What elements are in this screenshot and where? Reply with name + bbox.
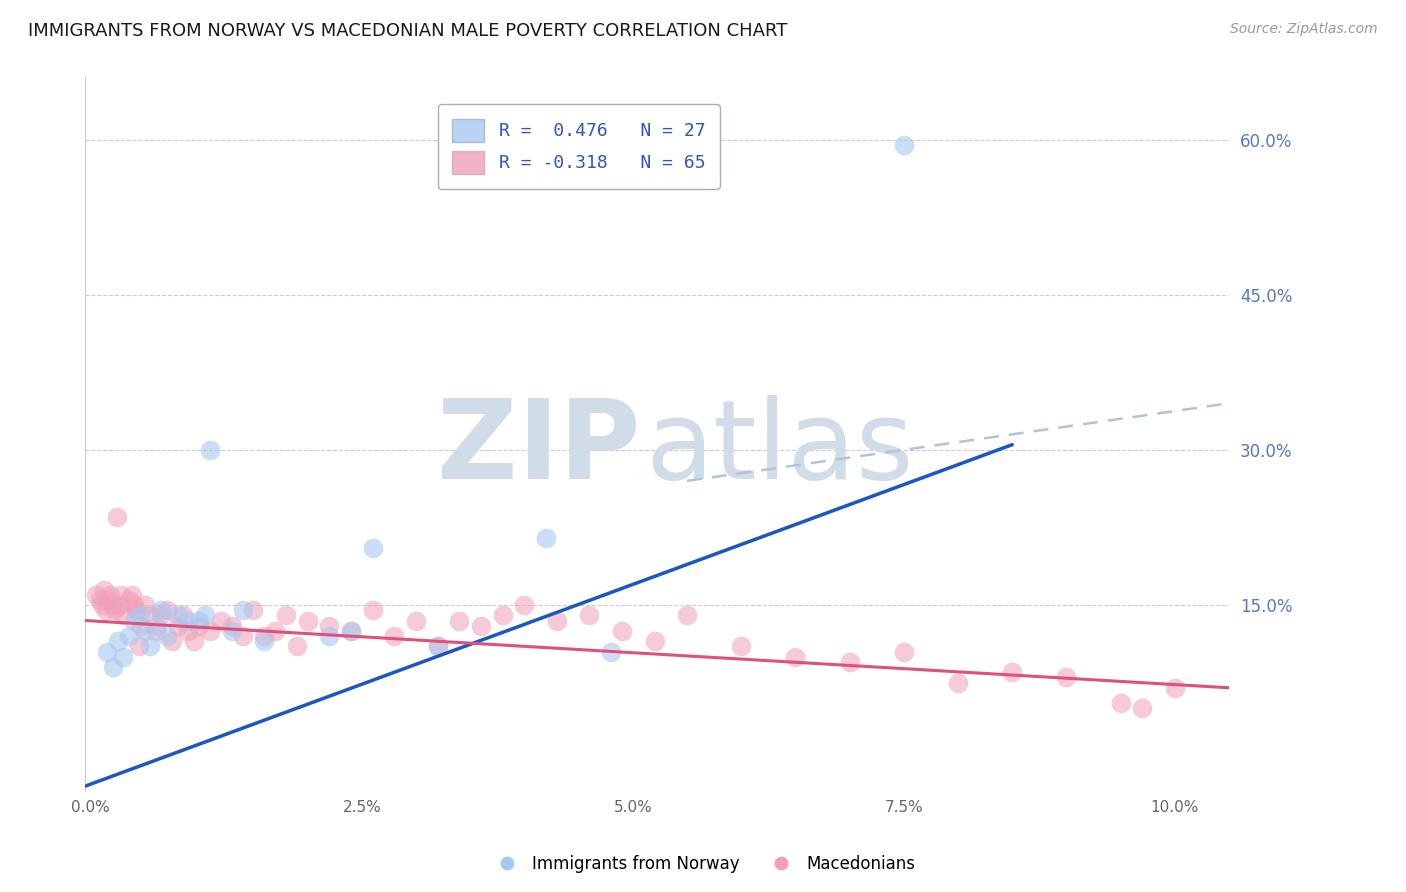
Point <box>513 598 536 612</box>
Point <box>730 640 752 654</box>
Point <box>264 624 287 638</box>
Point <box>253 629 276 643</box>
Point <box>449 614 471 628</box>
Point <box>100 588 122 602</box>
Point <box>546 614 568 628</box>
Point <box>101 660 124 674</box>
Point <box>97 592 120 607</box>
Point <box>107 634 129 648</box>
Point <box>470 618 492 632</box>
Point <box>644 634 666 648</box>
Point <box>139 608 162 623</box>
Point <box>361 541 384 555</box>
Point <box>253 634 276 648</box>
Point <box>118 629 141 643</box>
Point <box>610 624 633 638</box>
Point <box>340 624 363 638</box>
Point <box>785 649 807 664</box>
Point <box>166 608 188 623</box>
Legend: Immigrants from Norway, Macedonians: Immigrants from Norway, Macedonians <box>484 848 922 880</box>
Point <box>177 624 200 638</box>
Point <box>340 624 363 638</box>
Point <box>150 603 173 617</box>
Point <box>150 608 173 623</box>
Point <box>112 649 135 664</box>
Point <box>156 603 179 617</box>
Point <box>946 675 969 690</box>
Point <box>122 614 145 628</box>
Point <box>1054 670 1077 684</box>
Point <box>93 582 115 597</box>
Point <box>145 618 167 632</box>
Point <box>209 614 232 628</box>
Point <box>125 603 148 617</box>
Point <box>129 618 152 632</box>
Point <box>297 614 319 628</box>
Point <box>838 655 860 669</box>
Point <box>128 640 150 654</box>
Text: IMMIGRANTS FROM NORWAY VS MACEDONIAN MALE POVERTY CORRELATION CHART: IMMIGRANTS FROM NORWAY VS MACEDONIAN MAL… <box>28 22 787 40</box>
Point <box>426 640 449 654</box>
Point <box>90 598 112 612</box>
Point <box>274 608 297 623</box>
Point <box>1130 701 1153 715</box>
Point <box>122 598 145 612</box>
Point <box>893 644 915 658</box>
Point <box>139 640 162 654</box>
Point <box>128 608 150 623</box>
Point <box>183 634 205 648</box>
Point <box>405 614 427 628</box>
Point <box>188 618 211 632</box>
Point <box>101 598 124 612</box>
Point <box>172 608 194 623</box>
Point <box>96 644 118 658</box>
Point <box>361 603 384 617</box>
Point <box>1001 665 1024 680</box>
Point <box>134 598 156 612</box>
Point <box>198 624 221 638</box>
Point <box>118 592 141 607</box>
Point <box>382 629 405 643</box>
Point <box>492 608 515 623</box>
Point <box>177 614 200 628</box>
Point <box>578 608 600 623</box>
Point <box>112 608 135 623</box>
Point <box>232 629 254 643</box>
Point <box>156 629 179 643</box>
Point <box>89 592 111 607</box>
Text: ZIP: ZIP <box>437 395 640 502</box>
Point <box>893 137 915 152</box>
Text: atlas: atlas <box>645 395 914 502</box>
Point <box>221 618 243 632</box>
Point <box>110 588 132 602</box>
Point <box>426 640 449 654</box>
Point <box>134 624 156 638</box>
Point <box>318 618 340 632</box>
Legend: R =  0.476   N = 27, R = -0.318   N = 65: R = 0.476 N = 27, R = -0.318 N = 65 <box>437 104 720 188</box>
Point <box>534 531 557 545</box>
Point <box>600 644 623 658</box>
Point <box>318 629 340 643</box>
Point <box>105 510 128 524</box>
Point <box>676 608 699 623</box>
Point <box>104 603 127 617</box>
Point <box>121 588 143 602</box>
Point <box>84 588 107 602</box>
Point <box>166 618 188 632</box>
Point <box>242 603 264 617</box>
Point <box>194 608 217 623</box>
Text: Source: ZipAtlas.com: Source: ZipAtlas.com <box>1230 22 1378 37</box>
Point <box>198 442 221 457</box>
Point <box>188 614 211 628</box>
Point <box>232 603 254 617</box>
Point <box>94 603 117 617</box>
Point <box>1164 681 1187 695</box>
Point <box>160 634 183 648</box>
Point <box>221 624 243 638</box>
Point <box>285 640 308 654</box>
Point <box>1109 696 1132 710</box>
Point <box>108 598 131 612</box>
Point <box>145 624 167 638</box>
